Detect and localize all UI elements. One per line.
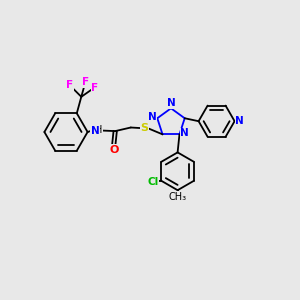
Text: N: N [235, 116, 244, 126]
Text: CH₃: CH₃ [169, 192, 187, 202]
Text: N: N [148, 112, 157, 122]
Text: S: S [141, 123, 148, 133]
Text: N: N [167, 98, 176, 108]
Text: F: F [82, 77, 89, 87]
Text: N: N [180, 128, 189, 138]
Text: Cl: Cl [147, 177, 158, 187]
Text: F: F [91, 83, 98, 93]
Text: H: H [95, 124, 102, 135]
Text: N: N [91, 125, 100, 136]
Text: O: O [109, 145, 118, 155]
Text: F: F [66, 80, 74, 90]
